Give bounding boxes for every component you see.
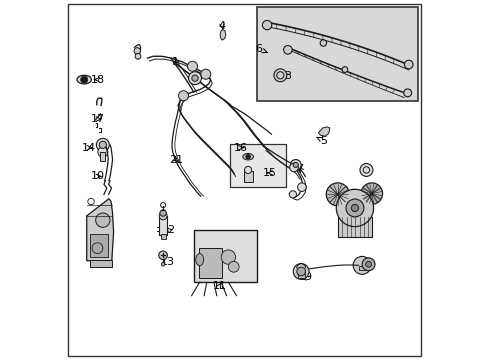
Text: 15: 15	[263, 168, 277, 178]
Text: 10: 10	[90, 171, 104, 181]
Bar	[230, 144, 285, 187]
Polygon shape	[220, 30, 225, 40]
Circle shape	[96, 138, 109, 151]
Circle shape	[96, 213, 110, 227]
Circle shape	[365, 261, 371, 267]
Bar	[257, 7, 418, 101]
Bar	[90, 234, 108, 257]
Circle shape	[191, 75, 198, 81]
Ellipse shape	[77, 75, 91, 84]
Circle shape	[297, 183, 305, 192]
Circle shape	[92, 243, 102, 253]
Circle shape	[289, 163, 298, 172]
Ellipse shape	[195, 253, 203, 266]
Circle shape	[336, 189, 373, 226]
Circle shape	[221, 250, 235, 264]
Text: 4: 4	[218, 21, 225, 31]
Text: 13: 13	[160, 257, 174, 267]
Bar	[198, 248, 222, 278]
Circle shape	[404, 60, 412, 69]
Circle shape	[283, 45, 292, 54]
Text: 20: 20	[361, 261, 374, 271]
Circle shape	[403, 89, 411, 97]
Text: 6: 6	[255, 44, 267, 54]
Text: 17: 17	[90, 114, 104, 124]
Circle shape	[290, 159, 301, 170]
Ellipse shape	[242, 153, 253, 160]
Bar	[244, 171, 252, 182]
Circle shape	[293, 264, 308, 279]
Bar	[358, 266, 365, 270]
Circle shape	[359, 163, 372, 176]
Bar	[89, 260, 112, 267]
Circle shape	[262, 21, 271, 30]
Circle shape	[188, 72, 201, 85]
Circle shape	[201, 69, 210, 79]
Text: 7: 7	[296, 164, 303, 174]
Text: 21: 21	[169, 155, 183, 165]
Text: 9: 9	[370, 188, 377, 198]
Text: 18: 18	[90, 75, 104, 85]
Polygon shape	[318, 127, 329, 136]
Circle shape	[160, 210, 166, 216]
Text: 1: 1	[172, 57, 179, 67]
Text: 3: 3	[284, 71, 290, 81]
Circle shape	[159, 212, 167, 220]
Circle shape	[187, 61, 197, 71]
Text: 11: 11	[212, 281, 226, 291]
Bar	[100, 152, 105, 161]
Circle shape	[341, 67, 347, 72]
Circle shape	[228, 261, 239, 272]
Bar	[160, 234, 165, 239]
Circle shape	[134, 48, 140, 54]
Circle shape	[135, 53, 141, 59]
Circle shape	[325, 183, 348, 206]
Circle shape	[352, 256, 370, 274]
Bar	[297, 272, 304, 278]
Circle shape	[161, 262, 164, 266]
Circle shape	[273, 69, 286, 82]
Circle shape	[159, 251, 167, 260]
Text: 16: 16	[233, 143, 247, 153]
Circle shape	[320, 40, 326, 46]
Circle shape	[98, 147, 108, 157]
Text: 19: 19	[298, 272, 312, 282]
Circle shape	[245, 154, 250, 159]
Text: 14: 14	[81, 143, 95, 153]
Bar	[159, 216, 167, 234]
Polygon shape	[86, 199, 113, 261]
Circle shape	[244, 166, 251, 174]
Circle shape	[81, 76, 88, 83]
Circle shape	[296, 267, 305, 276]
Circle shape	[99, 141, 106, 148]
Text: 2: 2	[337, 186, 347, 197]
Bar	[194, 230, 257, 282]
Circle shape	[289, 191, 296, 198]
Text: 12: 12	[162, 225, 176, 235]
Circle shape	[362, 258, 374, 271]
Bar	[337, 217, 371, 237]
Text: 8: 8	[359, 204, 369, 214]
Text: 5: 5	[316, 136, 326, 145]
Circle shape	[293, 162, 298, 167]
Circle shape	[346, 199, 363, 217]
Circle shape	[360, 183, 382, 204]
Circle shape	[178, 91, 188, 101]
Circle shape	[351, 204, 358, 212]
